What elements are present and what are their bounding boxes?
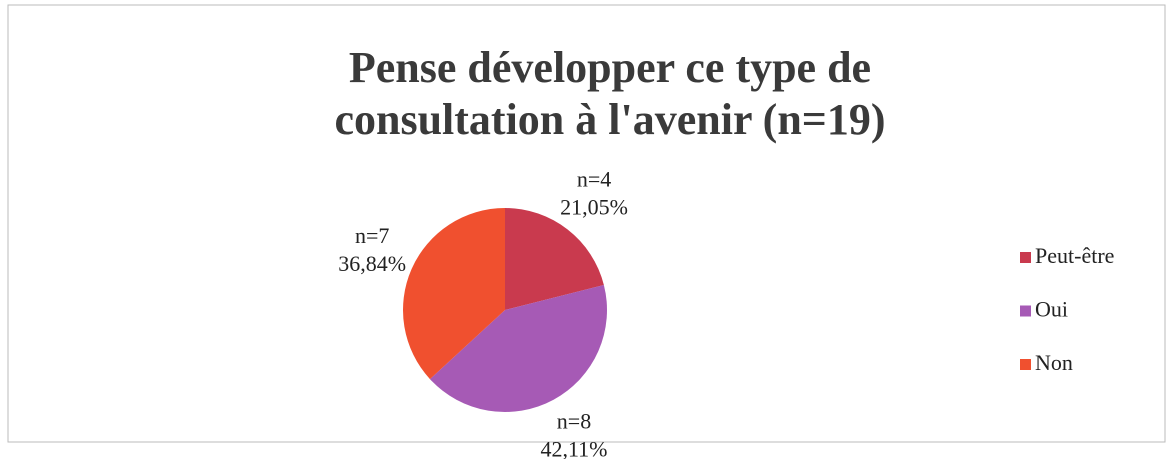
legend-label: Peut-être (1035, 243, 1114, 268)
value-label: 36,84% (338, 251, 406, 276)
chart-border (7, 4, 1166, 443)
legend-swatch (1020, 359, 1031, 370)
pie-slice (505, 208, 604, 310)
count-label: n=4 (577, 167, 611, 192)
legend-swatch (1020, 252, 1031, 263)
value-label: 21,05% (560, 195, 628, 220)
count-label: n=7 (355, 223, 389, 248)
legend-swatch (1020, 305, 1031, 317)
pie-slice (429, 284, 607, 413)
pie-slice (403, 208, 505, 380)
chart-title: Pense développer ce type de consultation… (334, 43, 886, 144)
legend-label: Oui (1035, 297, 1068, 322)
legend-label: Non (1035, 350, 1073, 375)
count-label: n=8 (557, 409, 591, 434)
value-label: 42,11% (541, 437, 608, 459)
